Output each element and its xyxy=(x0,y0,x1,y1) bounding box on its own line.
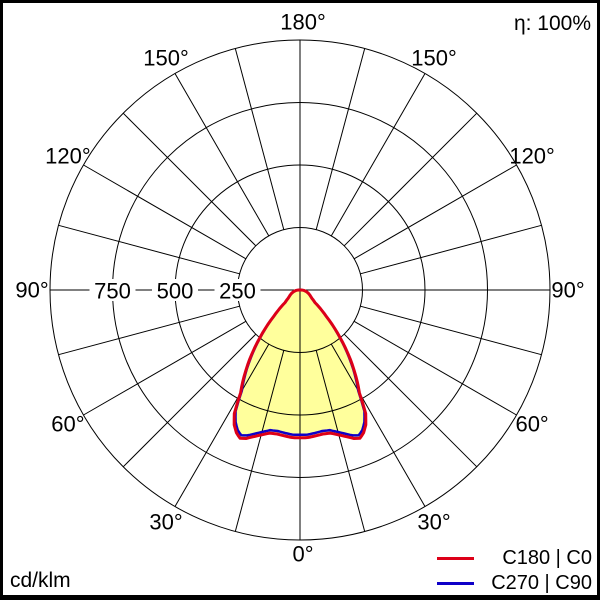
grid-radial-line xyxy=(122,333,257,468)
angle-label: 150° xyxy=(411,45,457,70)
legend-line-red xyxy=(437,556,474,560)
angle-label: 0° xyxy=(292,542,313,567)
radial-scale-label: 500 xyxy=(157,279,194,304)
radial-scale-labels: 250 500 750 xyxy=(89,279,261,304)
grid-radial-line xyxy=(83,164,247,260)
intensity-curves xyxy=(232,288,368,440)
angle-label: 30° xyxy=(149,510,182,535)
legend-item-c180-c0: C180 | C0 xyxy=(437,547,592,569)
grid-radial-line xyxy=(234,48,285,230)
grid-radial-line xyxy=(315,350,366,532)
angle-label: 90° xyxy=(551,278,584,303)
legend-item-c270-c90: C270 | C90 xyxy=(437,572,592,594)
angle-label: 180° xyxy=(280,10,326,35)
grid-radial-line xyxy=(58,305,240,356)
radial-scale-label: 250 xyxy=(219,279,256,304)
grid-radial-line xyxy=(234,350,285,532)
angle-label: 60° xyxy=(51,412,84,437)
angle-label: 120° xyxy=(45,144,91,169)
scale-label-mask xyxy=(214,279,261,301)
angle-label: 90° xyxy=(15,278,48,303)
grid-radial-line xyxy=(330,73,426,237)
legend: C180 | C0 C270 | C90 xyxy=(437,547,592,594)
polar-grid xyxy=(49,39,551,541)
radial-scale-label: 750 xyxy=(94,279,131,304)
angle-label: 60° xyxy=(515,412,548,437)
grid-radial-line xyxy=(58,224,240,275)
grid-radial-line xyxy=(343,333,478,468)
scale-label-mask xyxy=(152,279,198,301)
angle-label: 120° xyxy=(509,144,555,169)
legend-line-blue xyxy=(437,581,474,585)
scale-label-mask xyxy=(89,279,136,301)
units-label: cd/klm xyxy=(10,569,71,592)
efficiency-label: η: 100% xyxy=(513,12,591,35)
legend-label: C180 | C0 xyxy=(502,547,592,569)
grid-radial-line xyxy=(122,112,257,247)
angle-label: 30° xyxy=(417,510,450,535)
grid-radial-line xyxy=(315,48,366,230)
angle-labels: 0° 30° 30° 60° 60° 90° 90° 120° 120° 150° 150° 180° xyxy=(15,10,584,567)
grid-radial-line xyxy=(353,320,517,416)
legend-label: C270 | C90 xyxy=(491,572,592,594)
grid-radial-line xyxy=(360,305,542,356)
grid-radial-line xyxy=(83,320,247,416)
series-curve-c180-c0 xyxy=(232,288,368,440)
grid-radial-line xyxy=(174,73,270,237)
grid-radial-line xyxy=(353,164,517,260)
grid-radial-line xyxy=(343,112,478,247)
grid-radial-line xyxy=(330,343,426,507)
grid-radial-line xyxy=(360,224,542,275)
angle-label: 150° xyxy=(143,45,189,70)
grid-radial-line xyxy=(174,343,270,507)
